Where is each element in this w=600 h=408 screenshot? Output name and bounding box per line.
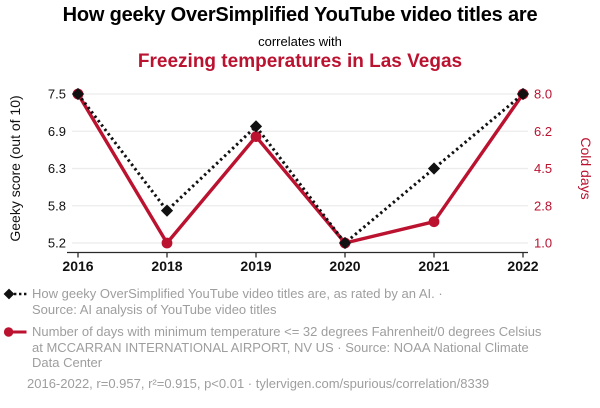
legend-label-geeky-score: How geeky OverSimplified YouTube video t… bbox=[32, 286, 443, 317]
left-tick-label: 6.9 bbox=[48, 124, 66, 139]
legend-label-cold-days: Number of days with minimum temperature … bbox=[32, 324, 542, 370]
left-tick-label: 7.5 bbox=[48, 87, 66, 102]
right-tick-label: 6.2 bbox=[534, 124, 552, 139]
series-cold-days-point bbox=[72, 88, 84, 100]
series-geeky-score-point bbox=[249, 120, 263, 133]
left-tick-label: 5.2 bbox=[48, 236, 66, 251]
legend-item-geeky-score: How geeky OverSimplified YouTube video t… bbox=[3, 286, 477, 317]
left-axis-title: Geeky score (out of 10) bbox=[7, 95, 23, 241]
x-tick-label: 2022 bbox=[507, 258, 538, 274]
series-geeky-score-point bbox=[427, 162, 441, 175]
left-axis-ticks: 7.5 6.9 6.3 5.8 5.2 bbox=[48, 87, 66, 251]
x-tick-label: 2020 bbox=[329, 258, 360, 274]
series-cold-days-point bbox=[517, 88, 529, 100]
left-tick-label: 5.8 bbox=[48, 198, 66, 213]
geeky-series-marker-icon bbox=[3, 288, 27, 300]
series-geeky-score bbox=[71, 87, 530, 250]
stats-footnote: 2016-2022, r=0.957, r²=0.915, p<0.01 · t… bbox=[27, 376, 490, 391]
right-axis-ticks: 8.0 6.2 4.5 2.8 1.0 bbox=[534, 87, 552, 251]
x-tick-label: 2018 bbox=[151, 258, 182, 274]
series-cold-days-point bbox=[161, 237, 173, 249]
series-geeky-score-point bbox=[516, 87, 530, 101]
right-tick-label: 1.0 bbox=[534, 236, 552, 251]
right-tick-label: 2.8 bbox=[534, 198, 552, 213]
series-cold-days-point bbox=[339, 237, 351, 249]
left-tick-label: 6.3 bbox=[48, 161, 66, 176]
series-geeky-score-point bbox=[160, 204, 174, 217]
x-tick-label: 2016 bbox=[62, 258, 93, 274]
right-tick-label: 8.0 bbox=[534, 87, 552, 102]
x-tick-label: 2019 bbox=[240, 258, 271, 274]
right-tick-label: 4.5 bbox=[534, 161, 552, 176]
series-geeky-score-point bbox=[338, 236, 352, 250]
right-axis-title: Cold days bbox=[578, 137, 594, 199]
series-geeky-score-point bbox=[71, 87, 85, 101]
series-cold-days bbox=[72, 88, 529, 249]
legend-item-cold-days: Number of days with minimum temperature … bbox=[3, 324, 550, 371]
x-tick-label: 2021 bbox=[418, 258, 449, 274]
series-cold-days-line bbox=[76, 92, 525, 245]
chart-connector-text: correlates with bbox=[258, 34, 342, 49]
chart-subtitle: Freezing temperatures in Las Vegas bbox=[137, 51, 463, 72]
gridlines bbox=[72, 93, 528, 244]
chart-title: How geeky OverSimplified YouTube video t… bbox=[62, 4, 538, 26]
series-geeky-score-line bbox=[76, 92, 524, 245]
series-cold-days-point bbox=[250, 131, 262, 142]
x-axis: 2016 2018 2019 2020 2021 2022 bbox=[62, 251, 539, 274]
series-cold-days-point bbox=[428, 216, 440, 228]
cold-days-series-marker-icon bbox=[3, 327, 27, 337]
